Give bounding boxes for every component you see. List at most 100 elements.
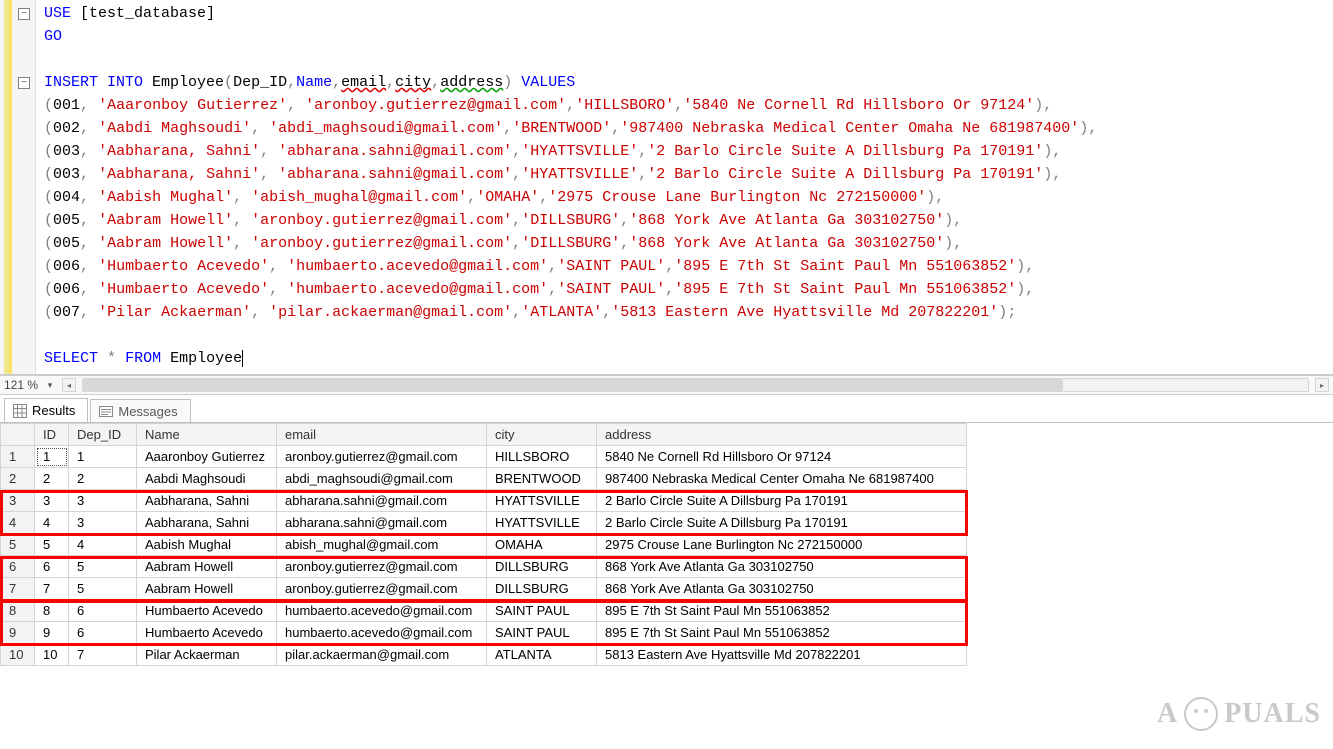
tab-messages[interactable]: Messages: [90, 399, 190, 423]
data-cell[interactable]: 2975 Crouse Lane Burlington Nc 272150000: [597, 534, 967, 556]
data-cell[interactable]: 8: [35, 600, 69, 622]
data-cell[interactable]: 9: [35, 622, 69, 644]
data-cell[interactable]: abharana.sahni@gmail.com: [277, 490, 487, 512]
data-cell[interactable]: DILLSBURG: [487, 556, 597, 578]
data-cell[interactable]: DILLSBURG: [487, 578, 597, 600]
data-cell[interactable]: Aaaronboy Gutierrez: [137, 446, 277, 468]
column-header[interactable]: city: [487, 424, 597, 446]
data-cell[interactable]: abharana.sahni@gmail.com: [277, 512, 487, 534]
data-cell[interactable]: 6: [35, 556, 69, 578]
scrollbar-thumb[interactable]: [83, 379, 1063, 391]
code-line[interactable]: [44, 48, 1325, 71]
data-cell[interactable]: Aabish Mughal: [137, 534, 277, 556]
data-cell[interactable]: 2 Barlo Circle Suite A Dillsburg Pa 1701…: [597, 490, 967, 512]
data-cell[interactable]: 3: [35, 490, 69, 512]
fold-toggle[interactable]: −: [18, 8, 30, 20]
code-line[interactable]: (005, 'Aabram Howell', 'aronboy.gutierre…: [44, 209, 1325, 232]
data-cell[interactable]: Humbaerto Acevedo: [137, 622, 277, 644]
horizontal-scrollbar[interactable]: [82, 378, 1309, 392]
column-header[interactable]: email: [277, 424, 487, 446]
table-row[interactable]: 222Aabdi Maghsoudiabdi_maghsoudi@gmail.c…: [1, 468, 967, 490]
code-line[interactable]: INSERT INTO Employee(Dep_ID,Name,email,c…: [44, 71, 1325, 94]
code-line[interactable]: (002, 'Aabdi Maghsoudi', 'abdi_maghsoudi…: [44, 117, 1325, 140]
code-line[interactable]: SELECT * FROM Employee: [44, 347, 1325, 370]
data-cell[interactable]: 5813 Eastern Ave Hyattsville Md 20782220…: [597, 644, 967, 666]
data-cell[interactable]: aronboy.gutierrez@gmail.com: [277, 556, 487, 578]
data-cell[interactable]: Aabdi Maghsoudi: [137, 468, 277, 490]
fold-toggle[interactable]: −: [18, 77, 30, 89]
code-line[interactable]: (003, 'Aabharana, Sahni', 'abharana.sahn…: [44, 163, 1325, 186]
table-row[interactable]: 665Aabram Howellaronboy.gutierrez@gmail.…: [1, 556, 967, 578]
data-cell[interactable]: 4: [69, 534, 137, 556]
code-line[interactable]: GO: [44, 25, 1325, 48]
code-line[interactable]: (007, 'Pilar Ackaerman', 'pilar.ackaerma…: [44, 301, 1325, 324]
data-cell[interactable]: SAINT PAUL: [487, 622, 597, 644]
data-cell[interactable]: aronboy.gutierrez@gmail.com: [277, 446, 487, 468]
row-number-cell[interactable]: 7: [1, 578, 35, 600]
table-row[interactable]: 554Aabish Mughalabish_mughal@gmail.comOM…: [1, 534, 967, 556]
row-number-header[interactable]: [1, 424, 35, 446]
code-line[interactable]: (004, 'Aabish Mughal', 'abish_mughal@gma…: [44, 186, 1325, 209]
data-cell[interactable]: 7: [35, 578, 69, 600]
scroll-left-icon[interactable]: ◂: [62, 378, 76, 392]
data-cell[interactable]: OMAHA: [487, 534, 597, 556]
code-line[interactable]: (005, 'Aabram Howell', 'aronboy.gutierre…: [44, 232, 1325, 255]
data-cell[interactable]: 6: [69, 622, 137, 644]
data-cell[interactable]: ATLANTA: [487, 644, 597, 666]
data-cell[interactable]: 3: [69, 512, 137, 534]
row-number-cell[interactable]: 3: [1, 490, 35, 512]
data-cell[interactable]: 868 York Ave Atlanta Ga 303102750: [597, 578, 967, 600]
scroll-right-icon[interactable]: ▸: [1315, 378, 1329, 392]
data-cell[interactable]: Humbaerto Acevedo: [137, 600, 277, 622]
column-header[interactable]: ID: [35, 424, 69, 446]
column-header[interactable]: Dep_ID: [69, 424, 137, 446]
data-cell[interactable]: 7: [69, 644, 137, 666]
data-cell[interactable]: 4: [35, 512, 69, 534]
data-cell[interactable]: 3: [69, 490, 137, 512]
row-number-cell[interactable]: 4: [1, 512, 35, 534]
table-row[interactable]: 886Humbaerto Acevedohumbaerto.acevedo@gm…: [1, 600, 967, 622]
data-cell[interactable]: abish_mughal@gmail.com: [277, 534, 487, 556]
data-cell[interactable]: 5: [69, 556, 137, 578]
data-cell[interactable]: 10: [35, 644, 69, 666]
data-cell[interactable]: 868 York Ave Atlanta Ga 303102750: [597, 556, 967, 578]
data-cell[interactable]: Aabharana, Sahni: [137, 490, 277, 512]
code-area[interactable]: USE [test_database]GO INSERT INTO Employ…: [36, 0, 1333, 374]
data-cell[interactable]: HYATTSVILLE: [487, 490, 597, 512]
table-row[interactable]: 333Aabharana, Sahniabharana.sahni@gmail.…: [1, 490, 967, 512]
data-cell[interactable]: humbaerto.acevedo@gmail.com: [277, 622, 487, 644]
code-line[interactable]: USE [test_database]: [44, 2, 1325, 25]
code-line[interactable]: (001, 'Aaaronboy Gutierrez', 'aronboy.gu…: [44, 94, 1325, 117]
data-cell[interactable]: 895 E 7th St Saint Paul Mn 551063852: [597, 600, 967, 622]
row-number-cell[interactable]: 8: [1, 600, 35, 622]
data-cell[interactable]: 895 E 7th St Saint Paul Mn 551063852: [597, 622, 967, 644]
data-cell[interactable]: 5: [35, 534, 69, 556]
data-cell[interactable]: Aabram Howell: [137, 578, 277, 600]
data-cell[interactable]: 5840 Ne Cornell Rd Hillsboro Or 97124: [597, 446, 967, 468]
data-cell[interactable]: abdi_maghsoudi@gmail.com: [277, 468, 487, 490]
column-header[interactable]: address: [597, 424, 967, 446]
data-cell[interactable]: SAINT PAUL: [487, 600, 597, 622]
data-cell[interactable]: pilar.ackaerman@gmail.com: [277, 644, 487, 666]
code-line[interactable]: (006, 'Humbaerto Acevedo', 'humbaerto.ac…: [44, 255, 1325, 278]
code-line[interactable]: (006, 'Humbaerto Acevedo', 'humbaerto.ac…: [44, 278, 1325, 301]
table-row[interactable]: 10107Pilar Ackaermanpilar.ackaerman@gmai…: [1, 644, 967, 666]
data-cell[interactable]: 2 Barlo Circle Suite A Dillsburg Pa 1701…: [597, 512, 967, 534]
row-number-cell[interactable]: 2: [1, 468, 35, 490]
table-row[interactable]: 996Humbaerto Acevedohumbaerto.acevedo@gm…: [1, 622, 967, 644]
data-cell[interactable]: 1: [69, 446, 137, 468]
data-cell[interactable]: 6: [69, 600, 137, 622]
data-cell[interactable]: HYATTSVILLE: [487, 512, 597, 534]
data-cell[interactable]: 1: [35, 446, 69, 468]
code-line[interactable]: (003, 'Aabharana, Sahni', 'abharana.sahn…: [44, 140, 1325, 163]
data-cell[interactable]: Aabram Howell: [137, 556, 277, 578]
row-number-cell[interactable]: 10: [1, 644, 35, 666]
data-cell[interactable]: HILLSBORO: [487, 446, 597, 468]
column-header[interactable]: Name: [137, 424, 277, 446]
zoom-level[interactable]: 121 %: [4, 378, 38, 392]
table-row[interactable]: 443Aabharana, Sahniabharana.sahni@gmail.…: [1, 512, 967, 534]
data-cell[interactable]: Aabharana, Sahni: [137, 512, 277, 534]
row-number-cell[interactable]: 6: [1, 556, 35, 578]
data-cell[interactable]: aronboy.gutierrez@gmail.com: [277, 578, 487, 600]
data-cell[interactable]: 987400 Nebraska Medical Center Omaha Ne …: [597, 468, 967, 490]
